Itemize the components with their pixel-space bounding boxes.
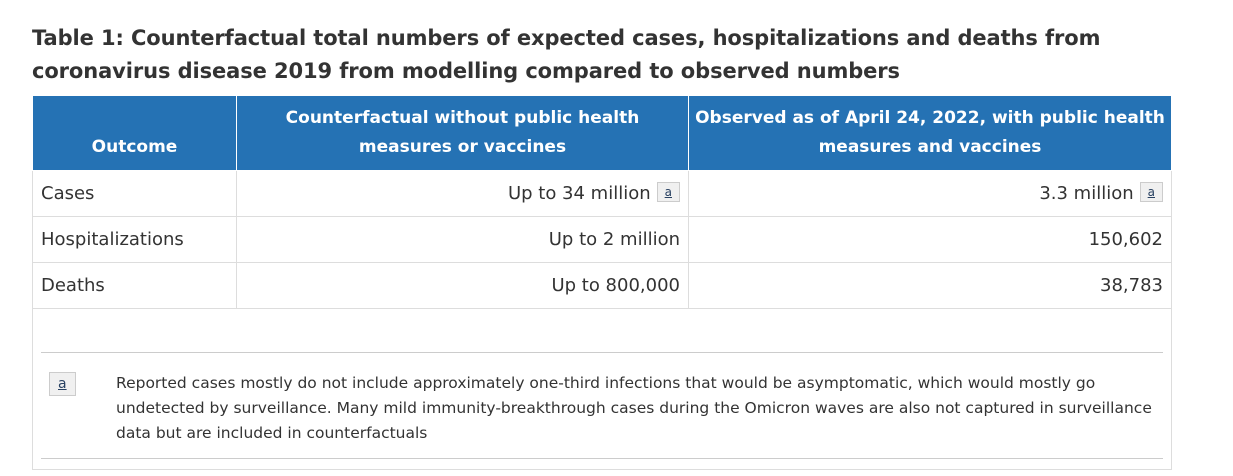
footnote-text: Reported cases mostly do not include app… [116,373,1152,442]
outcomes-table: Outcome Counterfactual without public he… [32,96,1172,470]
cell-value: Up to 34 million [507,183,651,204]
row-observed: 38,783 [688,261,1172,309]
row-observed: 150,602 [688,215,1172,263]
table-row: Deaths Up to 800,000 38,783 [32,261,1172,309]
table-row: Cases Up to 34 million a 3.3 million a [32,169,1172,217]
footnote-link[interactable]: a [656,182,680,202]
row-observed: 3.3 million a [688,169,1172,217]
footnotes: a Reported cases mostly do not include a… [41,351,1163,459]
footnotes-row: a Reported cases mostly do not include a… [32,307,1172,470]
row-counterfactual: Up to 2 million [236,215,689,263]
row-outcome: Hospitalizations [32,215,237,263]
table-row: Hospitalizations Up to 2 million 150,602 [32,215,1172,263]
footnote-link[interactable]: a [1139,182,1163,202]
footnote-return-link[interactable]: a [49,371,76,396]
row-outcome: Cases [32,169,237,217]
footnotes-cell: a Reported cases mostly do not include a… [32,307,1172,470]
header-observed: Observed as of April 24, 2022, with publ… [688,96,1172,171]
header-outcome: Outcome [32,96,237,171]
row-outcome: Deaths [32,261,237,309]
table-container: Table 1: Counterfactual total numbers of… [32,22,1172,470]
table-caption: Table 1: Counterfactual total numbers of… [32,26,1101,83]
header-counterfactual: Counterfactual without public health mea… [236,96,689,171]
row-counterfactual: Up to 34 million a [236,169,689,217]
row-counterfactual: Up to 800,000 [236,261,689,309]
table-header-row: Outcome Counterfactual without public he… [32,96,1172,171]
cell-value: 3.3 million [1039,183,1134,204]
